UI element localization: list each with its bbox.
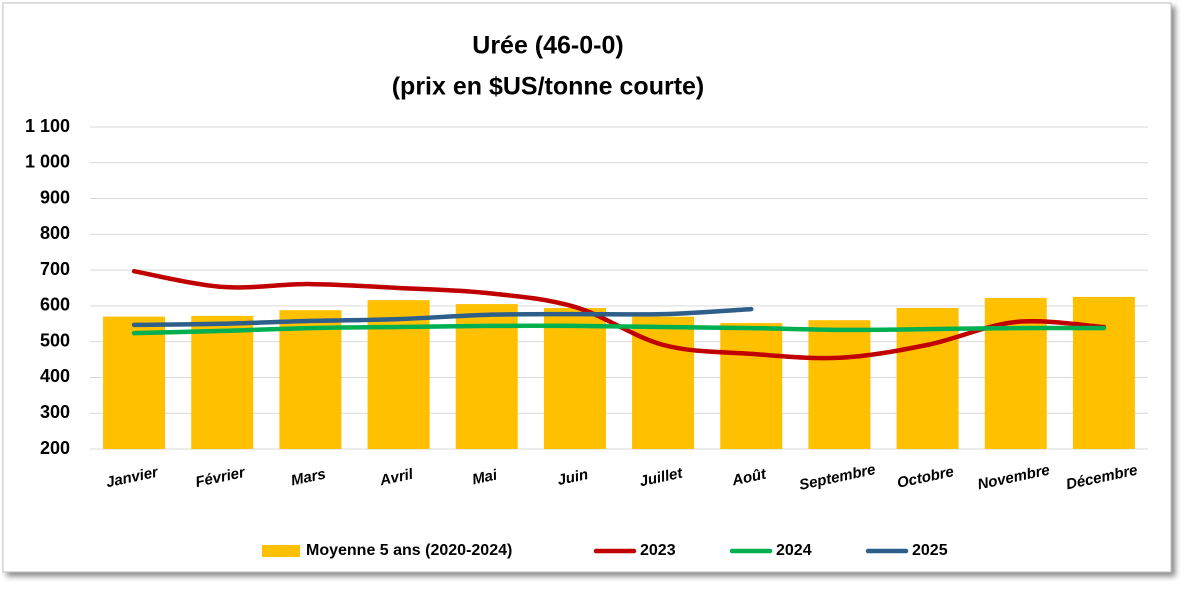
y-tick-label: 500 — [40, 330, 70, 350]
chart-frame — [2, 2, 1172, 573]
line-series — [131, 323, 1107, 336]
y-tick-label: 700 — [40, 259, 70, 279]
x-tick-label: Avril — [377, 466, 415, 490]
y-tick-label: 400 — [40, 366, 70, 386]
legend-label: Moyenne 5 ans (2020-2024) — [306, 542, 512, 559]
line-series — [131, 306, 754, 328]
x-tick-label: Juin — [556, 466, 590, 489]
bar — [1072, 296, 1135, 449]
y-tick-label: 900 — [40, 187, 70, 207]
y-tick-label: 1 000 — [25, 152, 70, 172]
bar — [191, 315, 254, 449]
chart-title: Urée (46-0-0) — [472, 32, 623, 60]
y-tick-label: 800 — [40, 223, 70, 243]
y-tick-label: 1 100 — [25, 116, 70, 136]
bar — [279, 310, 342, 449]
bar — [543, 308, 606, 449]
bar — [808, 320, 871, 449]
y-tick-label: 200 — [40, 438, 70, 458]
chart-title: (prix en $US/tonne courte) — [392, 73, 705, 101]
bar — [103, 316, 166, 449]
y-tick-label: 600 — [40, 295, 70, 315]
legend-swatch — [262, 545, 300, 557]
bar — [367, 300, 430, 449]
legend-label: 2023 — [640, 542, 676, 559]
x-tick-label: Mars — [289, 466, 327, 490]
bar — [720, 323, 783, 449]
x-tick-label: Mai — [471, 466, 500, 488]
legend-label: 2025 — [912, 542, 948, 559]
y-tick-label: 300 — [40, 402, 70, 422]
legend-label: 2024 — [776, 542, 812, 559]
